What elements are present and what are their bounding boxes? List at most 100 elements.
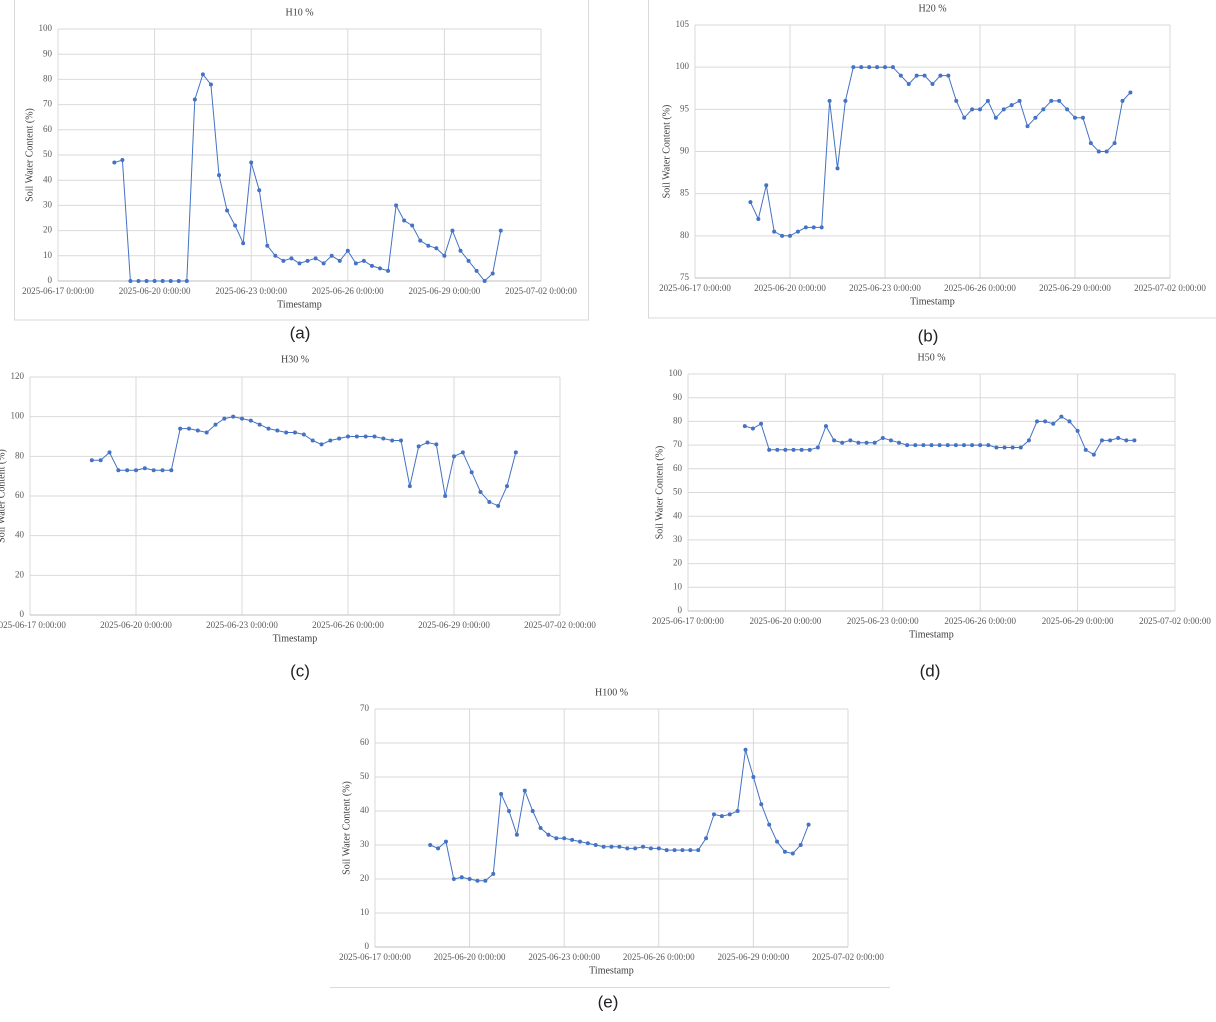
data-point — [329, 253, 334, 258]
data-point — [450, 228, 455, 233]
x-tick-label: 2025-06-23 0:00:00 — [206, 620, 278, 630]
panel-caption: (c) — [290, 661, 310, 680]
data-point — [257, 188, 262, 193]
panel-caption: (e) — [598, 992, 619, 1011]
data-point — [819, 225, 824, 230]
data-point — [978, 443, 983, 448]
data-point — [748, 200, 753, 205]
data-point — [305, 258, 310, 263]
x-axis-label: Timestamp — [277, 299, 322, 310]
data-point — [151, 468, 156, 473]
y-tick-label: 20 — [43, 225, 53, 235]
data-point — [482, 279, 487, 283]
data-point — [986, 443, 991, 448]
data-point — [930, 82, 935, 87]
data-point — [1025, 124, 1030, 129]
data-point — [937, 443, 942, 448]
y-tick-label: 60 — [673, 463, 683, 473]
data-point — [961, 443, 966, 448]
data-point — [1124, 438, 1129, 443]
panel-frame — [14, 0, 589, 321]
data-point — [478, 490, 483, 495]
y-tick-label: 100 — [676, 61, 690, 71]
data-point — [914, 73, 919, 78]
x-tick-label: 2025-07-02 0:00:00 — [1134, 283, 1206, 293]
chart-title: H30 % — [281, 354, 309, 365]
y-tick-label: 80 — [15, 450, 25, 460]
y-tick-label: 0 — [365, 941, 370, 951]
data-point — [827, 98, 832, 103]
y-axis-label: Soil Water Content (%) — [24, 108, 35, 202]
data-point — [522, 788, 527, 793]
data-point — [1043, 419, 1048, 424]
data-point — [625, 846, 630, 851]
data-point — [1059, 414, 1064, 419]
data-point — [775, 447, 780, 452]
data-point — [213, 422, 218, 427]
data-point — [354, 434, 359, 439]
data-point — [1099, 438, 1104, 443]
data-point — [1067, 419, 1072, 424]
data-point — [483, 878, 488, 883]
data-point — [496, 503, 501, 508]
data-point — [890, 65, 895, 70]
data-point — [249, 160, 254, 165]
data-point — [1033, 115, 1038, 120]
x-tick-label: 2025-06-20 0:00:00 — [119, 286, 191, 296]
data-point — [727, 812, 732, 817]
data-point — [585, 841, 590, 846]
x-tick-label: 2025-06-29 0:00:00 — [718, 952, 790, 962]
data-point — [780, 233, 785, 238]
data-point — [116, 468, 121, 473]
data-point — [783, 447, 788, 452]
data-point — [1128, 90, 1133, 95]
data-point — [490, 271, 495, 276]
data-point — [756, 216, 761, 221]
x-tick-label: 2025-06-17 0:00:00 — [22, 286, 94, 296]
data-point — [514, 832, 519, 837]
data-point — [906, 82, 911, 87]
data-point — [160, 468, 165, 473]
data-point — [978, 107, 982, 112]
y-tick-label: 80 — [673, 415, 683, 425]
data-line — [430, 749, 810, 882]
x-axis-label: Timestamp — [273, 633, 318, 644]
data-point — [1075, 428, 1080, 433]
x-axis-label: Timestamp — [909, 629, 954, 640]
data-point — [648, 846, 653, 851]
data-point — [806, 822, 811, 827]
y-tick-label: 95 — [680, 103, 690, 113]
x-tick-label: 2025-07-02 0:00:00 — [1139, 616, 1211, 626]
data-point — [293, 430, 297, 435]
data-point — [593, 843, 598, 847]
data-point — [128, 279, 133, 283]
data-point — [297, 261, 302, 266]
data-point — [451, 877, 456, 881]
data-point — [301, 432, 306, 437]
data-point — [466, 258, 471, 263]
y-tick-label: 0 — [48, 275, 53, 285]
data-point — [790, 851, 795, 856]
data-point — [363, 434, 368, 439]
data-line — [91, 416, 517, 507]
x-tick-label: 2025-06-26 0:00:00 — [312, 286, 384, 296]
data-point — [641, 844, 646, 849]
y-tick-label: 60 — [360, 737, 370, 747]
data-point — [888, 438, 893, 443]
x-tick-label: 2025-06-17 0:00:00 — [659, 283, 731, 293]
data-point — [711, 812, 716, 817]
data-point — [656, 846, 661, 851]
data-point — [832, 438, 837, 443]
data-point — [759, 421, 764, 426]
data-point — [938, 73, 943, 78]
y-tick-label: 60 — [15, 490, 25, 500]
data-point — [577, 839, 582, 844]
data-point — [719, 814, 724, 819]
data-point — [633, 846, 638, 851]
data-point — [905, 443, 910, 448]
chart-title: H20 % — [918, 3, 946, 14]
data-point — [1116, 435, 1121, 440]
data-point — [474, 268, 479, 273]
data-point — [538, 826, 543, 830]
data-point — [798, 843, 803, 847]
